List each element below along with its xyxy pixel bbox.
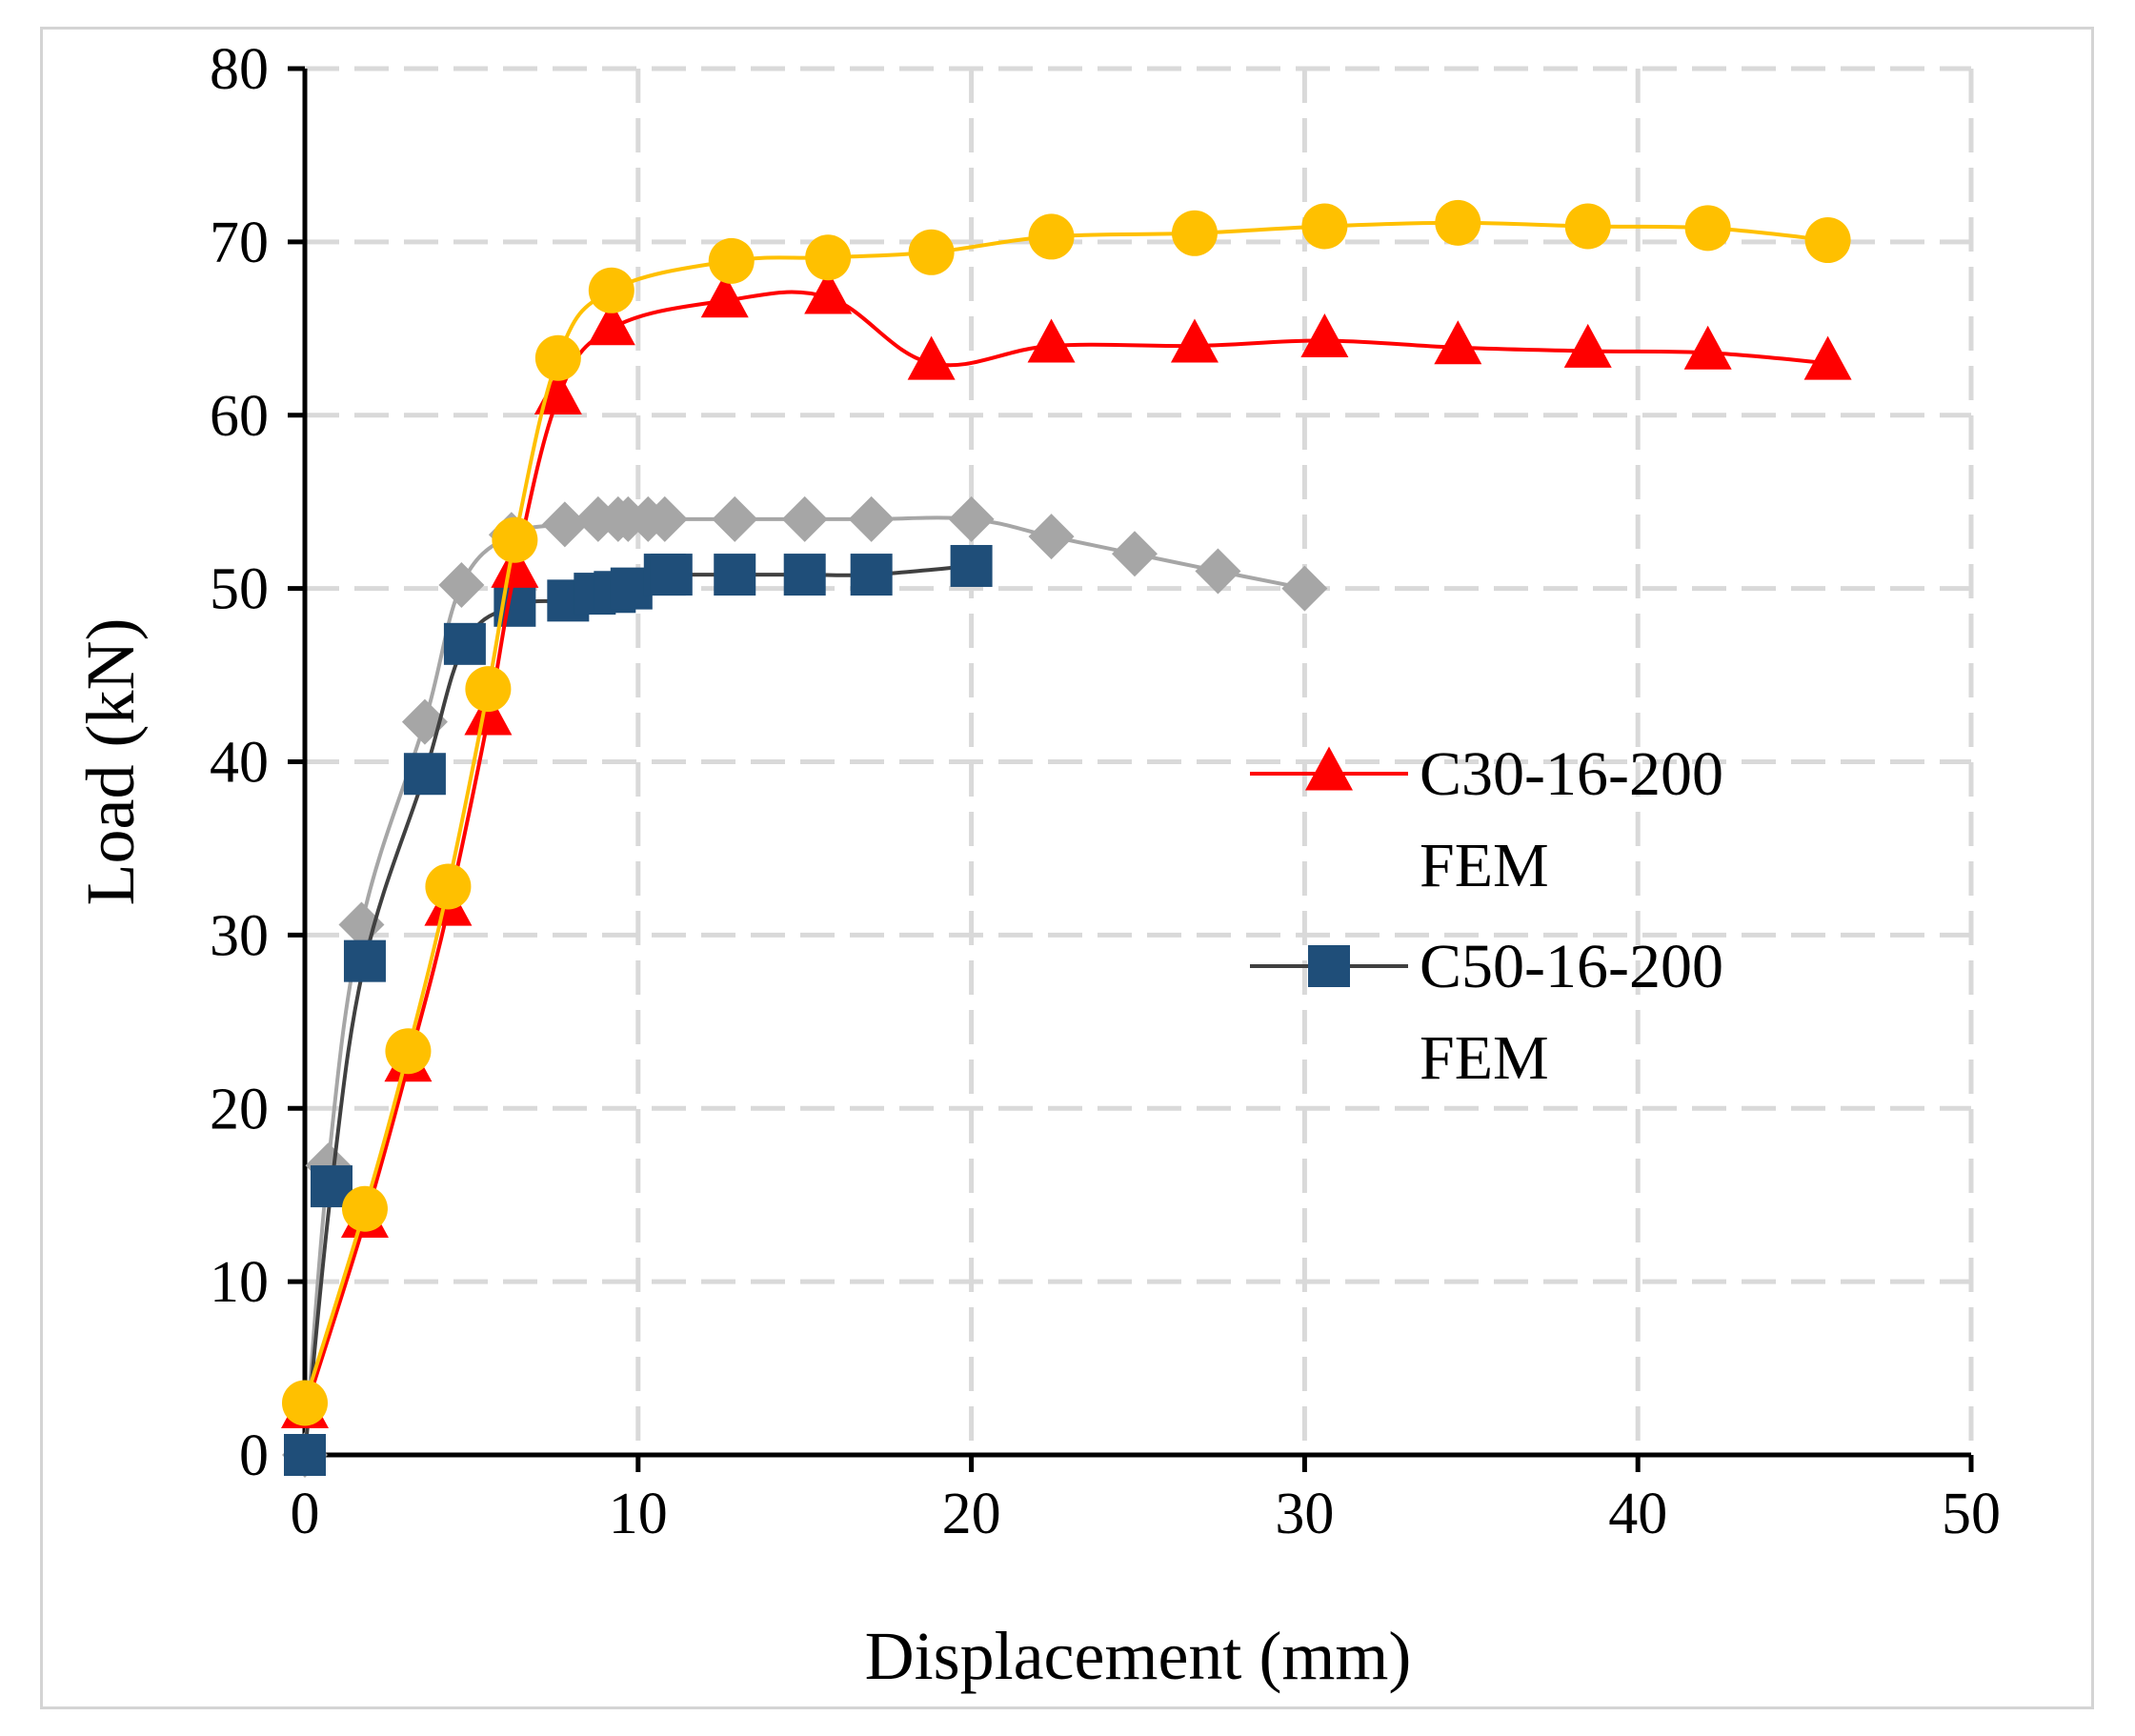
triangle-marker [1027, 318, 1076, 363]
y-tick-label: 60 [210, 384, 269, 449]
gridlines [305, 66, 1974, 1455]
y-tick-label: 30 [210, 903, 269, 968]
series-1 [281, 270, 1852, 1429]
diamond-marker [1281, 565, 1328, 612]
circle-marker [492, 516, 538, 563]
triangle-marker [907, 335, 956, 380]
y-tick-label: 40 [210, 731, 269, 796]
square-marker [714, 554, 756, 596]
circle-marker [1028, 213, 1075, 260]
triangle-marker [464, 691, 513, 736]
x-tick-label: 40 [1608, 1482, 1667, 1546]
x-axis-title: Displacement (mm) [865, 1618, 1412, 1694]
diamond-marker [781, 495, 828, 542]
legend-label: C50-16-200 [1420, 932, 1723, 1001]
triangle-marker [700, 273, 749, 318]
triangle-marker [1300, 313, 1349, 358]
x-tick-label: 30 [1275, 1482, 1334, 1546]
triangle-marker [491, 543, 539, 588]
triangle-marker [1434, 320, 1482, 365]
circle-marker [908, 229, 955, 275]
axes [288, 66, 1974, 1472]
x-tick-label: 50 [1942, 1482, 2001, 1546]
circle-marker [588, 267, 634, 313]
circle-marker [534, 334, 581, 381]
circle-marker [385, 1028, 432, 1075]
triangle-marker [804, 270, 853, 314]
diamond-marker [712, 495, 758, 542]
legend-triangle-marker [1305, 746, 1353, 791]
diamond-marker [848, 495, 895, 542]
plot-area [281, 199, 1852, 1478]
x-tick-label: 20 [942, 1482, 1001, 1546]
circle-marker [1564, 203, 1611, 250]
square-marker [950, 544, 993, 587]
diamond-marker [641, 495, 688, 542]
legend-square-marker [1308, 945, 1350, 987]
triangle-marker [1563, 323, 1612, 368]
square-marker [284, 1434, 326, 1476]
circle-marker [1435, 199, 1481, 246]
circle-marker [805, 234, 852, 281]
y-tick-label: 10 [210, 1250, 269, 1315]
x-tick-label: 10 [609, 1482, 668, 1546]
diamond-marker [1028, 514, 1075, 560]
circle-marker [425, 863, 472, 910]
x-tick-label: 0 [291, 1482, 320, 1546]
circle-marker [1684, 205, 1731, 252]
circle-marker [1171, 210, 1218, 256]
series-2 [284, 544, 993, 1476]
legend-label: FEM [1420, 1023, 1549, 1093]
circle-marker [465, 666, 512, 713]
square-marker [850, 554, 893, 596]
diamond-marker [1195, 548, 1241, 595]
triangle-marker [587, 301, 635, 346]
triangle-marker [1683, 325, 1732, 370]
diamond-marker [1112, 531, 1158, 577]
series-3 [282, 199, 1851, 1426]
square-marker [403, 753, 446, 796]
legend-label: FEM [1420, 831, 1549, 900]
square-marker [343, 939, 386, 982]
diamond-marker [948, 495, 995, 542]
series-line [303, 220, 1828, 1403]
chart-frame [40, 27, 2094, 1709]
legend-item-1: C30-16-200 FEM [1250, 739, 1723, 900]
y-tick-label: 80 [210, 37, 269, 102]
circle-marker [341, 1185, 388, 1232]
triangle-marker [534, 371, 582, 415]
y-tick-label: 70 [210, 211, 269, 275]
legend-label: C30-16-200 [1420, 739, 1723, 809]
series-line [303, 290, 1828, 1413]
circle-marker [1301, 203, 1348, 250]
y-tick-label: 0 [239, 1423, 269, 1488]
legend: C30-16-200 FEM C50-16-200 FEM [1250, 739, 1723, 1093]
square-marker [443, 622, 486, 665]
square-marker [783, 554, 826, 596]
square-marker [650, 554, 693, 596]
legend-item-2: C50-16-200 FEM [1250, 932, 1723, 1093]
diamond-marker [541, 501, 588, 548]
diamond-marker [438, 561, 485, 608]
circle-marker [1804, 217, 1851, 264]
triangle-marker [1170, 318, 1219, 363]
triangle-marker [1803, 335, 1852, 380]
y-axis-title: Load (kN) [72, 618, 149, 906]
tick-labels: 0 10 20 30 40 50 0 10 20 30 40 50 60 70 80 [210, 37, 2001, 1546]
y-tick-label: 50 [210, 557, 269, 622]
circle-marker [282, 1380, 328, 1426]
y-tick-label: 20 [210, 1077, 269, 1141]
circle-marker [708, 237, 755, 284]
series-4 [282, 495, 1328, 1478]
